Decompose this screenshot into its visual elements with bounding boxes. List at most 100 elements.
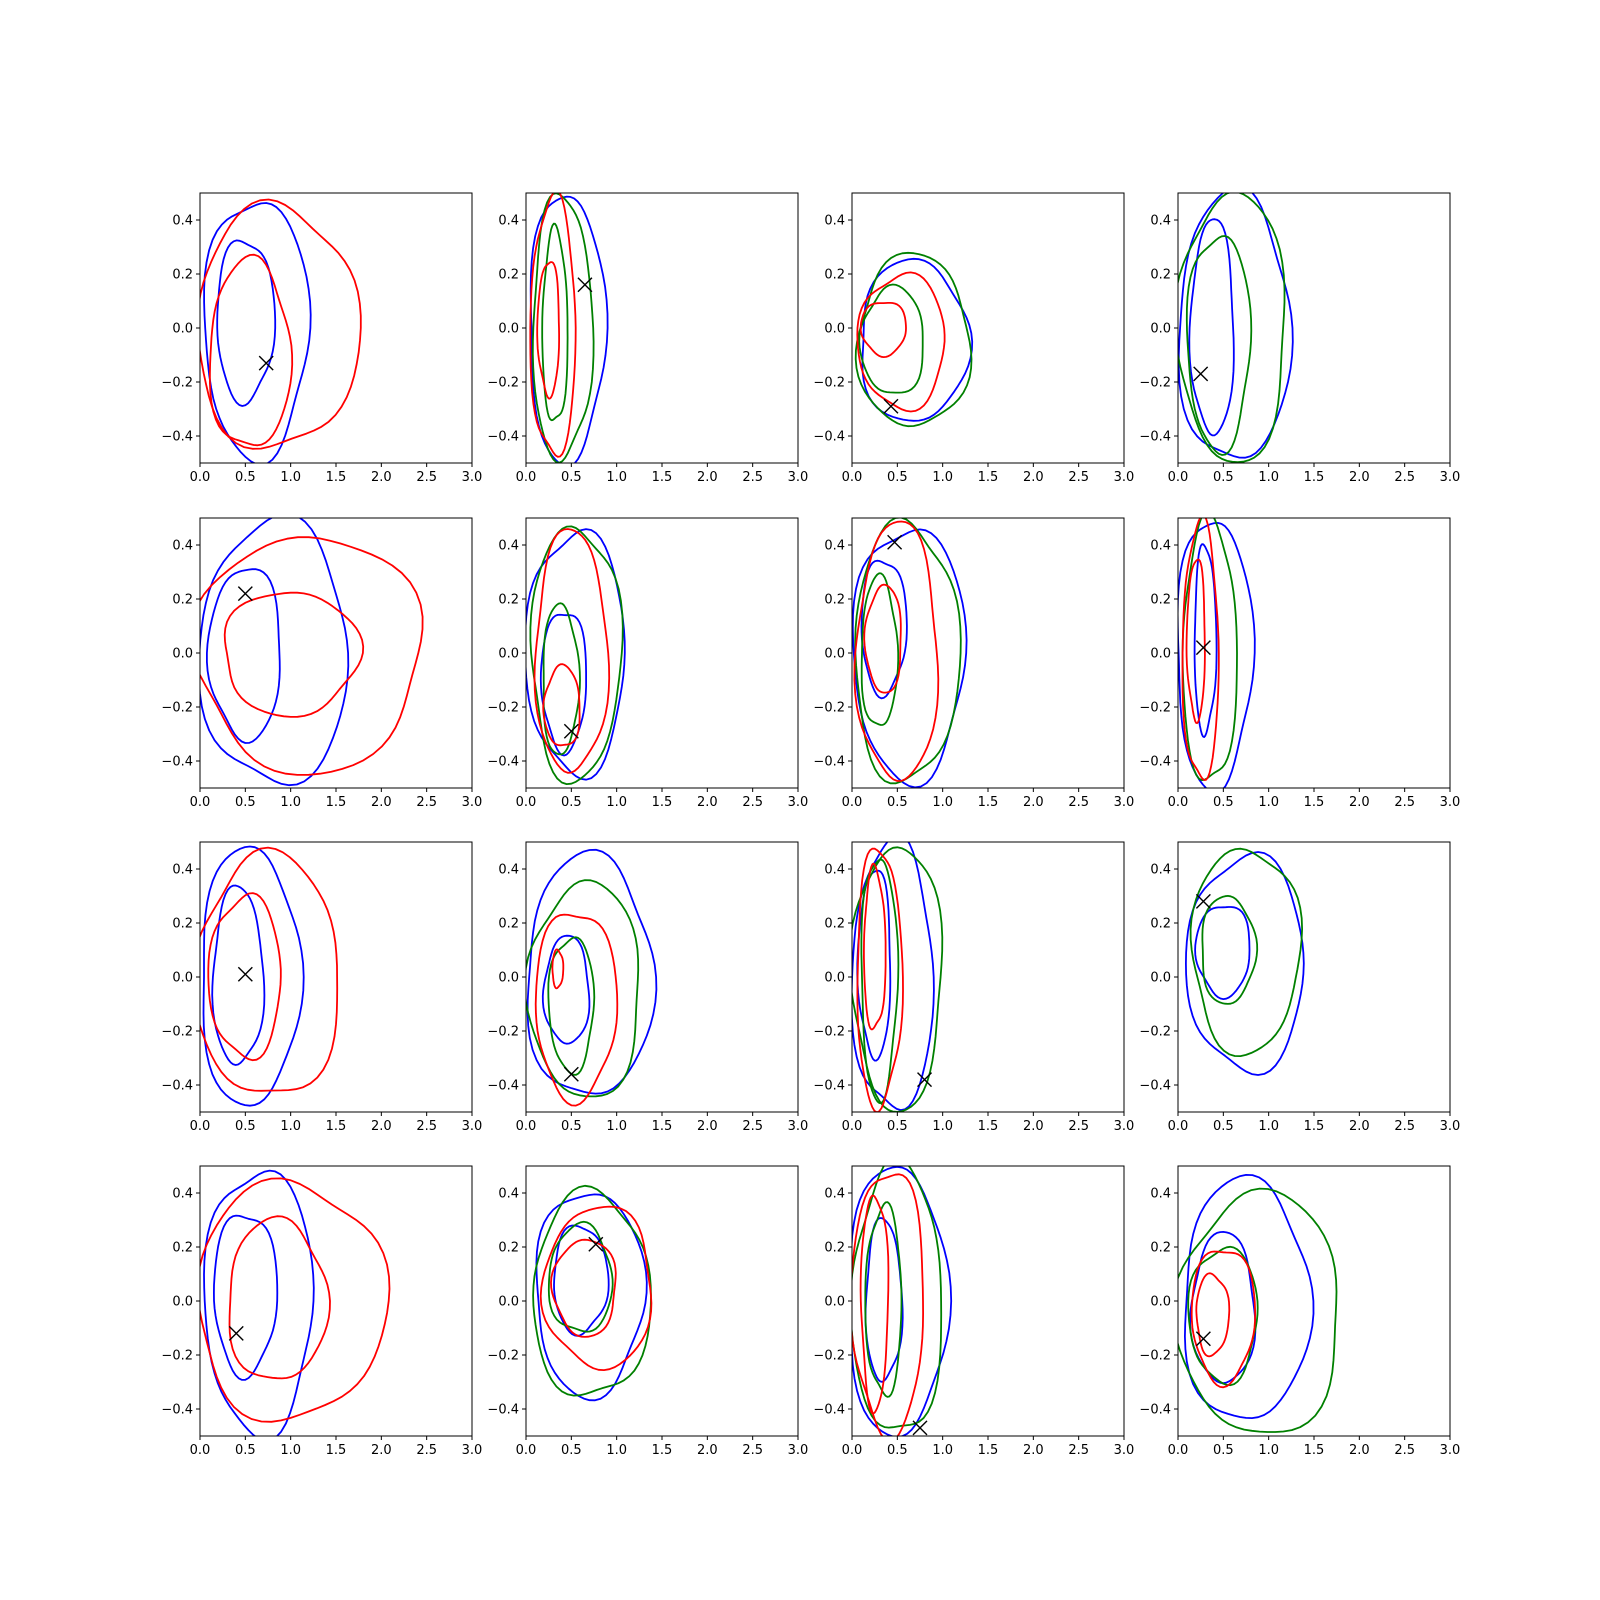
x-tick-label: 0.5 <box>561 470 582 485</box>
green-contour-line <box>541 222 569 422</box>
subplot-r4-c1: 0.0 0.5 1.0 1.5 2.0 2.5 3.0 −0.4 −0.2 0.0 0.2 0.4 <box>161 1165 482 1458</box>
subplot-r1-c1: 0.0 0.5 1.0 1.5 2.0 2.5 3.0 −0.4 −0.2 0.0 0.2 0.4 <box>161 192 483 485</box>
y-tick-label: −0.4 <box>487 755 519 770</box>
red-contour-line <box>863 862 887 1031</box>
x-marker <box>563 1066 579 1082</box>
red-contour-line <box>200 846 339 1092</box>
y-tick-label: 0.2 <box>498 268 519 283</box>
subplot-r2-c4: 0.0 0.5 1.0 1.5 2.0 2.5 3.0 −0.4 −0.2 0.0 0.2 0.4 <box>1139 517 1461 810</box>
x-tick-label: 2.5 <box>1394 470 1415 485</box>
x-tick-label: 3.0 <box>1440 1443 1461 1458</box>
red-contour-line <box>200 198 362 450</box>
y-tick-label: 0.0 <box>824 971 845 986</box>
x-tick-label: 1.5 <box>1304 1443 1325 1458</box>
x-tick-label: 3.0 <box>462 470 483 485</box>
blue-contour-line <box>861 257 974 422</box>
axes-frame <box>199 841 473 1113</box>
y-tick-label: 0.2 <box>172 593 193 608</box>
x-tick-label: 0.5 <box>887 795 908 810</box>
x-tick-label: 0.5 <box>235 470 256 485</box>
plot-area <box>852 1166 953 1436</box>
y-tick-label: 0.2 <box>1150 593 1171 608</box>
y-tick-label: −0.4 <box>1139 1079 1171 1094</box>
red-contour-line <box>856 271 946 413</box>
plot-area <box>1178 193 1294 463</box>
y-tick-label: 0.2 <box>824 268 845 283</box>
x-tick-label: 1.5 <box>978 1119 999 1134</box>
y-tick-label: −0.4 <box>161 1403 193 1418</box>
x-tick-label: 2.5 <box>416 1119 437 1134</box>
red-contour-line <box>1185 558 1206 725</box>
x-tick-label: 1.0 <box>1258 1443 1279 1458</box>
blue-contour-line <box>1178 193 1294 459</box>
y-tick-label: −0.2 <box>1139 376 1171 391</box>
red-contour-line <box>1181 518 1220 781</box>
x-tick-label: 1.5 <box>326 470 347 485</box>
y-tick-label: 0.4 <box>824 214 845 229</box>
blue-contour-line <box>860 559 908 700</box>
y-tick-label: 0.0 <box>824 647 845 662</box>
x-tick-label: 1.5 <box>652 795 673 810</box>
y-tick-label: 0.2 <box>498 1241 519 1256</box>
blue-contour-line <box>535 1193 648 1402</box>
x-tick-label: 2.5 <box>416 470 437 485</box>
y-tick-label: 0.0 <box>172 647 193 662</box>
plot-area <box>200 845 339 1107</box>
x-marker <box>588 1236 604 1252</box>
red-contour-line <box>542 663 581 747</box>
green-contour-line <box>529 525 624 785</box>
y-tick-label: 0.2 <box>498 593 519 608</box>
blue-contour-line <box>1188 218 1235 437</box>
x-tick-label: 0.0 <box>842 795 863 810</box>
y-tick-label: −0.2 <box>487 1025 519 1040</box>
x-tick-label: 1.0 <box>1258 795 1279 810</box>
y-tick-label: −0.2 <box>813 1349 845 1364</box>
x-tick-label: 2.5 <box>1394 1443 1415 1458</box>
red-contour-line <box>856 847 904 1112</box>
blue-contour-line <box>1194 906 1251 1000</box>
green-contour-line <box>854 251 973 428</box>
x-tick-label: 3.0 <box>462 795 483 810</box>
x-tick-label: 0.0 <box>1168 1119 1189 1134</box>
y-tick-label: −0.2 <box>161 376 193 391</box>
y-tick-label: 0.2 <box>172 268 193 283</box>
y-tick-label: −0.4 <box>487 1079 519 1094</box>
green-contour-line <box>1185 235 1253 456</box>
green-contour-line <box>860 858 900 1105</box>
x-tick-label: 2.5 <box>742 470 763 485</box>
x-tick-label: 1.0 <box>932 1443 953 1458</box>
green-contour-line <box>858 283 924 394</box>
x-tick-label: 0.5 <box>235 795 256 810</box>
x-marker <box>563 723 579 739</box>
y-tick-label: 0.4 <box>1150 539 1171 554</box>
x-marker <box>237 586 253 602</box>
x-tick-label: 0.0 <box>516 795 537 810</box>
y-tick-label: 0.0 <box>1150 971 1171 986</box>
blue-contour-line <box>216 239 277 407</box>
red-contour-line <box>859 302 907 358</box>
y-tick-label: 0.0 <box>498 647 519 662</box>
x-tick-label: 1.5 <box>326 1119 347 1134</box>
axes-frame <box>1177 192 1451 464</box>
y-tick-label: −0.2 <box>487 701 519 716</box>
green-contour-line <box>531 193 595 463</box>
subplot-r3-c1: 0.0 0.5 1.0 1.5 2.0 2.5 3.0 −0.4 −0.2 0.0 0.2 0.4 <box>161 841 482 1134</box>
x-tick-label: 0.5 <box>887 1119 908 1134</box>
y-tick-label: −0.4 <box>161 1079 193 1094</box>
y-tick-label: 0.4 <box>172 214 193 229</box>
plot-area <box>854 251 974 428</box>
x-tick-label: 3.0 <box>1440 795 1461 810</box>
x-tick-label: 1.5 <box>652 1119 673 1134</box>
x-tick-label: 2.5 <box>1068 1443 1089 1458</box>
y-tick-label: −0.4 <box>813 1079 845 1094</box>
x-tick-label: 2.0 <box>697 1443 718 1458</box>
green-contour-line <box>1201 895 1259 1005</box>
x-marker <box>912 1420 928 1436</box>
y-tick-label: −0.2 <box>1139 1349 1171 1364</box>
plot-area <box>532 1184 653 1402</box>
red-contour-line <box>536 261 560 400</box>
axes-frame <box>851 1165 1125 1437</box>
green-contour-line <box>526 879 640 1098</box>
green-contour-line <box>1178 1187 1338 1433</box>
y-tick-label: 0.4 <box>824 539 845 554</box>
